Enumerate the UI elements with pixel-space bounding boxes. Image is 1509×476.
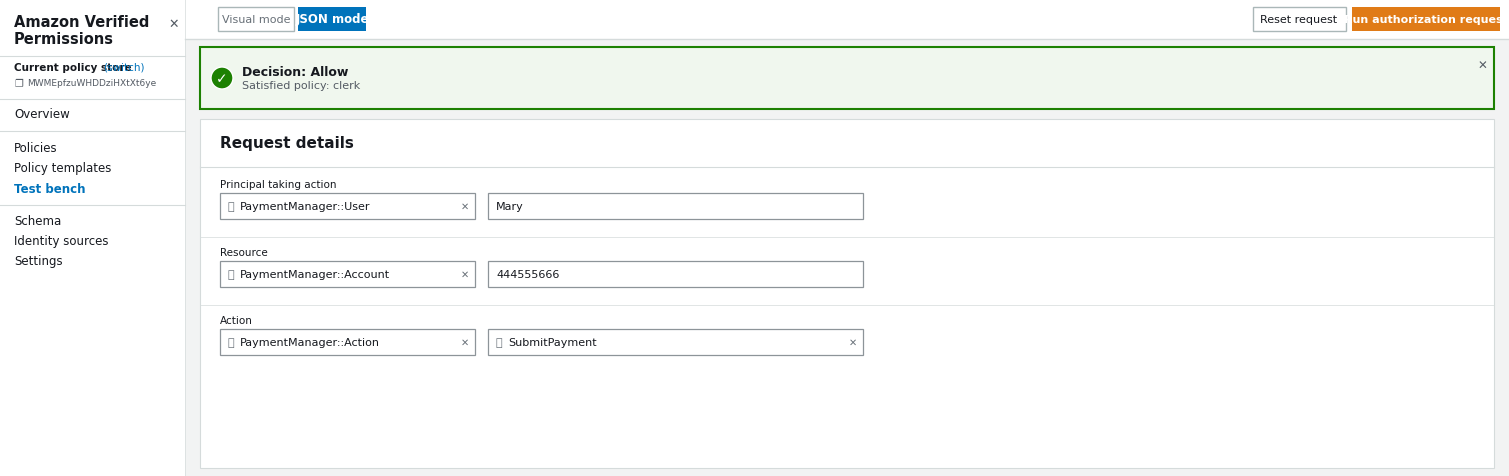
- Text: 444555666: 444555666: [496, 269, 560, 279]
- Text: Visual mode: Visual mode: [222, 15, 290, 25]
- FancyBboxPatch shape: [186, 0, 1509, 40]
- Text: Reset request: Reset request: [1260, 15, 1337, 25]
- Text: Satisfied policy: clerk: Satisfied policy: clerk: [241, 81, 361, 91]
- FancyBboxPatch shape: [487, 329, 863, 355]
- FancyBboxPatch shape: [220, 194, 475, 219]
- Text: Run authorization request: Run authorization request: [1345, 15, 1507, 25]
- Text: Resource: Resource: [220, 248, 267, 258]
- Text: ✓: ✓: [216, 72, 228, 86]
- Text: Permissions: Permissions: [14, 32, 115, 47]
- Text: Request details: Request details: [220, 136, 355, 151]
- Text: Action: Action: [220, 315, 254, 325]
- Text: Policy templates: Policy templates: [14, 162, 112, 175]
- Text: ✕: ✕: [460, 201, 469, 211]
- FancyBboxPatch shape: [487, 261, 863, 288]
- Text: ✕: ✕: [460, 337, 469, 347]
- Text: Principal taking action: Principal taking action: [220, 179, 337, 189]
- Text: (switch): (switch): [103, 63, 145, 73]
- FancyBboxPatch shape: [201, 48, 1494, 110]
- FancyBboxPatch shape: [1252, 8, 1346, 32]
- Text: Test bench: Test bench: [14, 183, 86, 196]
- FancyBboxPatch shape: [487, 194, 863, 219]
- Text: ⌕: ⌕: [226, 269, 234, 279]
- Text: ✕: ✕: [1477, 60, 1486, 73]
- FancyBboxPatch shape: [201, 120, 1494, 468]
- Text: PaymentManager::User: PaymentManager::User: [240, 201, 371, 211]
- FancyBboxPatch shape: [1352, 8, 1500, 32]
- Text: ⌕: ⌕: [495, 337, 501, 347]
- Text: Schema: Schema: [14, 215, 62, 228]
- Text: Settings: Settings: [14, 255, 63, 268]
- FancyBboxPatch shape: [0, 0, 186, 476]
- FancyBboxPatch shape: [217, 8, 294, 32]
- FancyBboxPatch shape: [297, 8, 367, 32]
- Text: Amazon Verified: Amazon Verified: [14, 15, 149, 30]
- Text: MWMEpfzuWHDDziHXtXt6ye: MWMEpfzuWHDDziHXtXt6ye: [27, 79, 157, 88]
- Text: ⌕: ⌕: [226, 337, 234, 347]
- Text: ❐: ❐: [14, 79, 23, 89]
- Text: Mary: Mary: [496, 201, 524, 211]
- FancyBboxPatch shape: [220, 329, 475, 355]
- Text: Current policy store: Current policy store: [14, 63, 136, 73]
- Text: Policies: Policies: [14, 142, 57, 155]
- Text: SubmitPayment: SubmitPayment: [509, 337, 596, 347]
- Text: Overview: Overview: [14, 108, 69, 121]
- FancyBboxPatch shape: [220, 261, 475, 288]
- Text: ✕: ✕: [167, 18, 178, 31]
- Text: ✕: ✕: [850, 337, 857, 347]
- Circle shape: [211, 68, 232, 90]
- Text: JSON mode: JSON mode: [296, 13, 368, 27]
- Text: PaymentManager::Action: PaymentManager::Action: [240, 337, 380, 347]
- Text: ⌕: ⌕: [226, 201, 234, 211]
- Text: PaymentManager::Account: PaymentManager::Account: [240, 269, 391, 279]
- Text: Decision: Allow: Decision: Allow: [241, 66, 349, 79]
- Text: ✕: ✕: [460, 269, 469, 279]
- Text: Identity sources: Identity sources: [14, 235, 109, 248]
